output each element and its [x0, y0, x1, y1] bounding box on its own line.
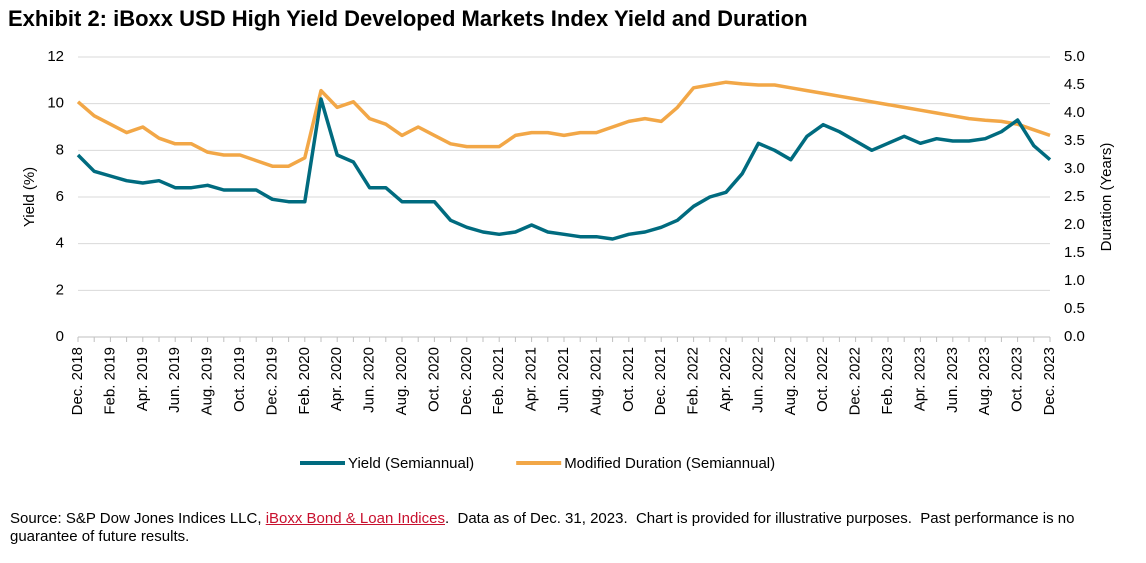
x-tick-label: Feb. 2022 — [685, 347, 702, 415]
y-tick-label: 6 — [56, 188, 64, 205]
x-tick-label: Dec. 2020 — [458, 347, 475, 415]
y-tick-label: 12 — [47, 48, 64, 65]
x-tick-label: Aug. 2019 — [199, 347, 216, 415]
series-line — [76, 97, 1052, 241]
x-tick-label: Oct. 2019 — [231, 347, 248, 412]
legend-label: Modified Duration (Semiannual) — [564, 455, 775, 472]
x-tick-label: Feb. 2023 — [879, 347, 896, 415]
legend-label: Yield (Semiannual) — [348, 455, 474, 472]
chart-title: Exhibit 2: iBoxx USD High Yield Develope… — [8, 6, 808, 31]
x-tick-label: Apr. 2020 — [328, 347, 345, 411]
y-tick-label: 10 — [47, 95, 64, 112]
x-tick-label: Aug. 2022 — [782, 347, 799, 415]
x-tick-label: Jun. 2021 — [555, 347, 572, 413]
source-text: Source: S&P Dow Jones Indices LLC, — [10, 510, 266, 527]
x-tick-label: Jun. 2019 — [166, 347, 183, 413]
x-tick-label: Aug. 2023 — [976, 347, 993, 415]
y2-axis-title: Duration (Years) — [1098, 143, 1115, 252]
x-tick-label: Jun. 2020 — [361, 347, 378, 413]
x-tick-label: Dec. 2019 — [263, 347, 280, 415]
x-tick-label: Jun. 2023 — [944, 347, 961, 413]
y-tick-label: 4 — [56, 235, 64, 252]
x-tick-label: Dec. 2023 — [1041, 347, 1058, 415]
x-tick-label: Dec. 2022 — [847, 347, 864, 415]
x-tick-label: Apr. 2019 — [134, 347, 151, 411]
source-link[interactable]: iBoxx Bond & Loan Indices — [265, 510, 445, 527]
x-tick-label: Oct. 2023 — [1009, 347, 1026, 412]
y2-tick-label: 3.0 — [1064, 160, 1085, 177]
x-tick-label: Apr. 2023 — [911, 347, 928, 411]
y2-tick-label: 1.5 — [1064, 244, 1085, 261]
y2-tick-label: 1.0 — [1064, 272, 1085, 289]
y2-tick-label: 2.0 — [1064, 216, 1085, 233]
y2-tick-label: 4.0 — [1064, 104, 1085, 121]
x-tick-label: Apr. 2021 — [523, 347, 540, 411]
x-tick-label: Aug. 2020 — [393, 347, 410, 415]
y-tick-label: 0 — [56, 328, 64, 345]
x-tick-label: Jun. 2022 — [749, 347, 766, 413]
y2-tick-label: 0.5 — [1064, 300, 1085, 317]
source-text: . Data as of Dec. 31, 2023. Chart is pro… — [10, 510, 1079, 545]
x-tick-label: Apr. 2022 — [717, 347, 734, 411]
x-tick-label: Oct. 2022 — [814, 347, 831, 412]
y2-tick-label: 3.5 — [1064, 132, 1085, 149]
x-tick-label: Oct. 2021 — [620, 347, 637, 412]
footer: Source: S&P Dow Jones Indices LLC, iBoxx… — [10, 510, 1130, 546]
x-tick-label: Feb. 2019 — [101, 347, 118, 415]
y2-tick-label: 4.5 — [1064, 76, 1085, 93]
y2-tick-label: 5.0 — [1064, 48, 1085, 65]
y2-tick-label: 0.0 — [1064, 328, 1085, 345]
x-tick-label: Dec. 2018 — [69, 347, 86, 415]
series-line — [76, 80, 1051, 168]
y-tick-label: 2 — [56, 281, 64, 298]
y-tick-label: 8 — [56, 141, 64, 158]
y-axis-title: Yield (%) — [21, 167, 38, 227]
chart: Exhibit 2: iBoxx USD High Yield Develope… — [8, 6, 1115, 472]
y2-tick-label: 2.5 — [1064, 188, 1085, 205]
x-tick-label: Aug. 2021 — [587, 347, 604, 415]
x-tick-label: Feb. 2021 — [490, 347, 507, 415]
x-tick-label: Oct. 2020 — [425, 347, 442, 412]
x-tick-label: Feb. 2020 — [296, 347, 313, 415]
x-tick-label: Dec. 2021 — [652, 347, 669, 415]
